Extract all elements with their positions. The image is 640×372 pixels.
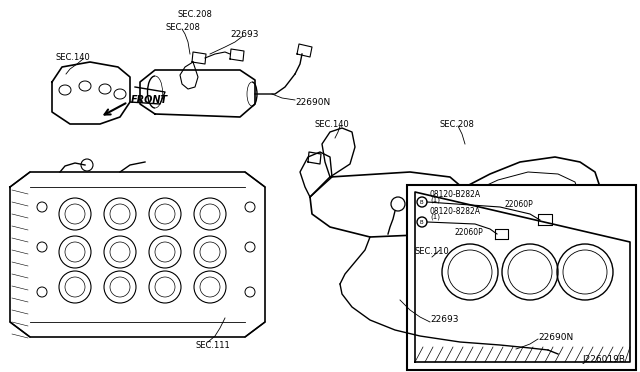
Text: SEC.140: SEC.140 <box>55 52 90 61</box>
Text: B: B <box>419 219 423 224</box>
Text: SEC.111: SEC.111 <box>195 340 230 350</box>
Text: 22690N: 22690N <box>295 97 330 106</box>
Text: SEC.140: SEC.140 <box>315 119 349 128</box>
Text: SEC.208: SEC.208 <box>440 119 475 128</box>
Text: SEC.208: SEC.208 <box>178 10 213 19</box>
Text: (1): (1) <box>430 197 440 203</box>
Text: SEC.110: SEC.110 <box>415 247 450 257</box>
Text: 22060P: 22060P <box>505 199 534 208</box>
Text: J226019B: J226019B <box>582 356 625 365</box>
Text: 22690N: 22690N <box>538 333 573 341</box>
Text: 08120-8282A: 08120-8282A <box>430 206 481 215</box>
Text: (1): (1) <box>430 214 440 220</box>
Text: 22693: 22693 <box>430 315 458 324</box>
Text: 22060P: 22060P <box>455 228 484 237</box>
Text: FRONT: FRONT <box>131 95 168 105</box>
Text: 08120-B282A: 08120-B282A <box>430 189 481 199</box>
Text: 22693: 22693 <box>230 29 259 38</box>
Text: B: B <box>419 199 423 205</box>
Bar <box>407 185 636 370</box>
Text: SEC.208: SEC.208 <box>165 22 200 32</box>
